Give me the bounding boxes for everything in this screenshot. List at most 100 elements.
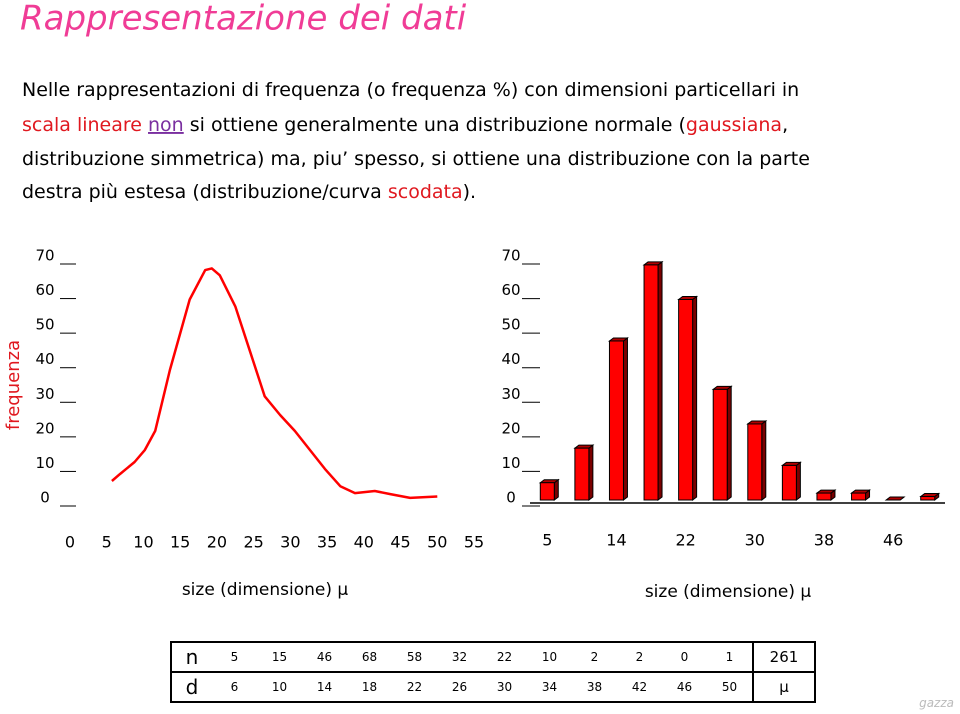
bar-side bbox=[726, 385, 732, 501]
text-run: ). bbox=[463, 181, 476, 203]
table-cell: μ bbox=[752, 672, 815, 702]
paragraph-line: Nelle rappresentazioni di frequenza (o f… bbox=[22, 79, 799, 101]
x-tick-label: 55 bbox=[464, 533, 484, 552]
text-run: , bbox=[782, 114, 788, 136]
table-cell: 0 bbox=[662, 642, 707, 673]
x-tick-label: 0 bbox=[65, 533, 75, 552]
table-cell: 26 bbox=[451, 680, 468, 694]
table-cell: 5 bbox=[212, 642, 257, 673]
bar-top bbox=[884, 496, 906, 501]
bar bbox=[539, 482, 555, 501]
x-axis-label: size (dimensione) μ bbox=[182, 580, 349, 600]
bar bbox=[712, 388, 728, 501]
bar-side bbox=[692, 295, 698, 501]
bar bbox=[574, 447, 590, 501]
bar-side bbox=[761, 419, 767, 501]
y-tick-label: 40 bbox=[35, 350, 54, 368]
x-tick-label: 20 bbox=[207, 533, 227, 552]
text-run: destra più estesa (distribuzione/curva bbox=[22, 181, 388, 203]
text-run: Nelle rappresentazioni di frequenza (o f… bbox=[22, 79, 799, 101]
text-run: scala lineare bbox=[22, 114, 148, 136]
y-tick-label: 40 bbox=[501, 350, 520, 368]
table-cell: 1 bbox=[707, 642, 753, 673]
table-cell: 32 bbox=[437, 642, 482, 673]
table-cell: 10 bbox=[271, 680, 288, 694]
paragraph-line: scala lineare non si ottiene generalment… bbox=[22, 114, 788, 136]
table-cell: 14 bbox=[316, 680, 333, 694]
table-row: d 6 10 14 18 22 26 30 34 38 42 46 50 μ bbox=[171, 672, 815, 702]
text-run: distribuzione simmetrica) ma, piu’ spess… bbox=[22, 148, 810, 170]
table-cell: 2 bbox=[617, 642, 662, 673]
bar bbox=[816, 492, 832, 501]
data-table: n 5 15 46 68 58 32 22 10 2 2 0 1 261 d 6 10 14 18 22 26 30 34 3… bbox=[170, 641, 816, 703]
table-cell: 30 bbox=[496, 680, 513, 694]
y-tick-label: 10 bbox=[35, 454, 54, 472]
table-cell: 68 bbox=[347, 642, 392, 673]
y-tick-label: 0 bbox=[506, 489, 516, 507]
table-cell: 22 bbox=[482, 642, 527, 673]
y-tick-label: 20 bbox=[35, 419, 54, 437]
x-tick-label: 15 bbox=[170, 533, 190, 552]
x-tick-label: 35 bbox=[317, 533, 337, 552]
table-row: n 5 15 46 68 58 32 22 10 2 2 0 1 261 bbox=[171, 642, 815, 673]
x-tick-label: 25 bbox=[243, 533, 263, 552]
bar-side bbox=[588, 444, 594, 501]
table-cell: 42 bbox=[631, 680, 648, 694]
text-run: si ottiene generalmente una distribuzion… bbox=[184, 114, 686, 136]
x-tick-label: 5 bbox=[102, 533, 112, 552]
y-tick-label: 20 bbox=[501, 419, 520, 437]
table-cell: 46 bbox=[676, 680, 693, 694]
y-tick-label: 70 bbox=[35, 247, 54, 265]
bar bbox=[678, 298, 694, 501]
y-tick-label: 30 bbox=[501, 385, 520, 403]
bar bbox=[781, 464, 797, 501]
paragraph-line: distribuzione simmetrica) ma, piu’ spess… bbox=[22, 148, 810, 170]
table-cell: 2 bbox=[572, 642, 617, 673]
bar bbox=[747, 423, 763, 501]
table-cell: 10 bbox=[527, 642, 572, 673]
line-series bbox=[111, 267, 438, 500]
x-tick-label: 38 bbox=[814, 531, 834, 550]
table-cell: 261 bbox=[752, 642, 815, 673]
y-tick-label: 60 bbox=[501, 281, 520, 299]
y-tick-label: 0 bbox=[40, 489, 50, 507]
bar bbox=[920, 496, 936, 501]
table-cell: d bbox=[185, 675, 199, 699]
x-tick-label: 40 bbox=[354, 533, 374, 552]
x-tick-label: 45 bbox=[390, 533, 410, 552]
y-tick-label: 50 bbox=[35, 316, 54, 334]
x-tick-label: 46 bbox=[883, 531, 903, 550]
x-tick-label: 14 bbox=[606, 531, 626, 550]
bar-side bbox=[795, 461, 801, 501]
bar-side bbox=[657, 260, 663, 501]
table-cell: 46 bbox=[302, 642, 347, 673]
text-run: gaussiana bbox=[686, 114, 782, 136]
y-tick-label: 10 bbox=[501, 454, 520, 472]
y-axis-label: frequenza bbox=[3, 340, 24, 430]
bar bbox=[608, 340, 624, 501]
text-run: scodata bbox=[388, 181, 463, 203]
slide-title: Rappresentazione dei dati bbox=[20, 0, 467, 39]
bar bbox=[851, 492, 867, 501]
watermark: gazza bbox=[919, 696, 954, 710]
y-tick-label: 30 bbox=[35, 385, 54, 403]
text-run: non bbox=[148, 114, 184, 136]
x-tick-label: 30 bbox=[280, 533, 300, 552]
y-tick-label: 50 bbox=[501, 316, 520, 334]
table-cell: 6 bbox=[230, 680, 239, 694]
x-tick-label: 5 bbox=[542, 531, 552, 550]
table-cell: 38 bbox=[586, 680, 603, 694]
y-tick-label: 70 bbox=[501, 247, 520, 265]
x-tick-label: 10 bbox=[133, 533, 153, 552]
y-tick-label: 60 bbox=[35, 281, 54, 299]
table-cell: 15 bbox=[257, 642, 302, 673]
paragraph-line: destra più estesa (distribuzione/curva s… bbox=[22, 181, 476, 203]
bar bbox=[643, 264, 659, 501]
table-cell: n bbox=[171, 642, 212, 673]
x-tick-label: 50 bbox=[427, 533, 447, 552]
table-cell: 22 bbox=[406, 680, 423, 694]
table-cell: 50 bbox=[721, 680, 738, 694]
table-cell: 58 bbox=[392, 642, 437, 673]
